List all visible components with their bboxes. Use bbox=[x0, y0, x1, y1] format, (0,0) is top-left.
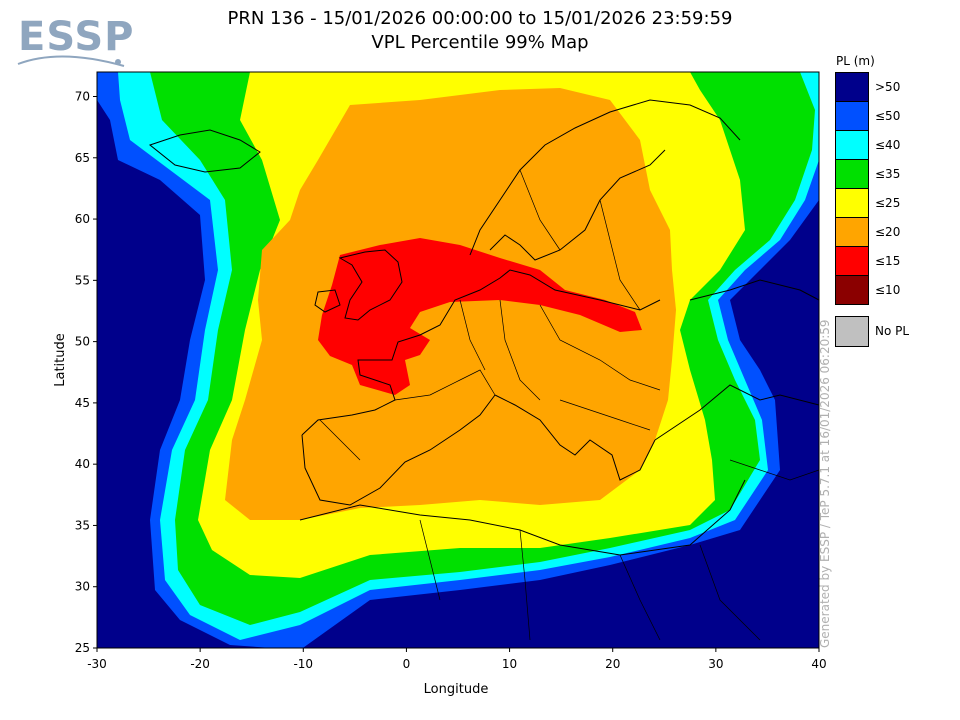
legend-swatch bbox=[835, 101, 869, 131]
plot-frame bbox=[96, 71, 820, 649]
credit-text: Generated by ESSP / TeP 5.7.1 at 16/01/2… bbox=[818, 319, 832, 648]
legend-swatch bbox=[835, 275, 869, 305]
x-tick-label: 20 bbox=[605, 657, 620, 671]
legend-swatch-nopl bbox=[835, 316, 869, 347]
legend-swatch bbox=[835, 246, 869, 276]
coastlines bbox=[148, 99, 819, 556]
legend-swatch bbox=[835, 72, 869, 102]
y-tick-label: 30 bbox=[75, 580, 90, 594]
x-tick-label: -30 bbox=[87, 657, 107, 671]
map-title: PRN 136 - 15/01/2026 00:00:00 to 15/01/2… bbox=[227, 8, 733, 29]
logo-text: ESSP bbox=[18, 14, 135, 60]
legend-title: PL (m) bbox=[836, 54, 875, 68]
y-tick-label: 50 bbox=[75, 335, 90, 349]
legend-swatch bbox=[835, 188, 869, 218]
x-tick-label: 40 bbox=[811, 657, 826, 671]
x-axis-label: Longitude bbox=[424, 682, 489, 697]
y-tick-label: 70 bbox=[75, 90, 90, 104]
contour-le20 bbox=[225, 88, 676, 520]
y-axis-label: Latitude bbox=[53, 333, 68, 387]
y-tick-label: 35 bbox=[75, 518, 90, 532]
legend-label: ≤50 bbox=[875, 109, 901, 123]
x-tick-label: -20 bbox=[190, 657, 210, 671]
map-contours bbox=[97, 72, 819, 648]
y-tick-label: 55 bbox=[75, 273, 90, 287]
legend-label: ≤20 bbox=[875, 225, 901, 239]
y-axis: 70 65 60 55 50 45 40 35 30 25 bbox=[75, 90, 97, 655]
legend-swatch bbox=[835, 217, 869, 247]
y-tick-label: 25 bbox=[75, 641, 90, 655]
y-tick-label: 60 bbox=[75, 212, 90, 226]
x-tick-label: 30 bbox=[708, 657, 723, 671]
legend-label: ≤15 bbox=[875, 254, 901, 268]
country-borders bbox=[319, 169, 819, 641]
y-tick-label: 40 bbox=[75, 457, 90, 471]
legend-label: ≤25 bbox=[875, 196, 901, 210]
y-tick-label: 65 bbox=[75, 151, 90, 165]
legend-label-nopl: No PL bbox=[875, 324, 910, 338]
essp-logo bbox=[14, 14, 144, 84]
x-tick-label: -10 bbox=[293, 657, 313, 671]
contour-le15 bbox=[318, 238, 642, 395]
legend-label: ≤40 bbox=[875, 138, 901, 152]
map-subtitle: VPL Percentile 99% Map bbox=[371, 32, 589, 53]
legend-swatch bbox=[835, 159, 869, 189]
legend-label: ≤10 bbox=[875, 283, 901, 297]
legend-label: ≤35 bbox=[875, 167, 901, 181]
legend-label: >50 bbox=[875, 80, 901, 94]
x-axis: -30 -20 -10 0 10 20 30 40 bbox=[87, 648, 827, 671]
x-tick-label: 0 bbox=[403, 657, 411, 671]
x-tick-label: 10 bbox=[502, 657, 517, 671]
legend-swatch bbox=[835, 130, 869, 160]
y-tick-label: 45 bbox=[75, 396, 90, 410]
